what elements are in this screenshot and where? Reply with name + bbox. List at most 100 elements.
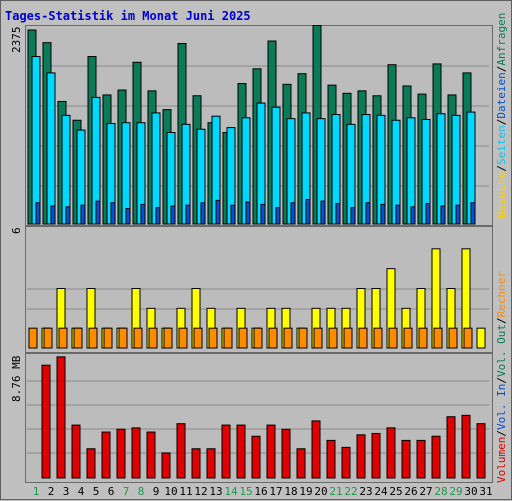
bar-rechner [463, 327, 473, 349]
bar-volumen [431, 435, 441, 479]
x-tick-label: 24 [374, 485, 388, 498]
bar-volumen [296, 448, 306, 479]
bar-seiten [140, 203, 146, 225]
bar-rechner [193, 327, 203, 349]
bar-besuche [476, 327, 486, 349]
bar-rechner [328, 327, 338, 349]
x-tick-label: 13 [209, 485, 223, 498]
bar-volumen [476, 423, 486, 479]
bar-dateien [46, 72, 56, 225]
bar-rechner [148, 327, 158, 349]
x-tick-label: 26 [404, 485, 418, 498]
bar-volumen [161, 452, 171, 479]
x-tick-label: 1 [32, 485, 40, 498]
bar-rechner [133, 327, 143, 349]
x-tick-label: 17 [269, 485, 283, 498]
bar-rechner [88, 327, 98, 349]
bar-seiten [365, 202, 371, 225]
x-tick-label: 5 [92, 485, 100, 498]
bar-volumen [401, 439, 411, 479]
x-tick-label: 30 [464, 485, 478, 498]
x-tick-label: 9 [152, 485, 160, 498]
bar-volumen [101, 431, 111, 479]
bar-volumen [236, 424, 246, 479]
bar-rechner [358, 327, 368, 349]
bar-volumen [281, 428, 291, 479]
bar-rechner [388, 327, 398, 349]
bar-rechner [73, 327, 83, 349]
x-tick-label: 16 [254, 485, 268, 498]
bar-volumen [146, 431, 156, 479]
bar-rechner [163, 327, 173, 349]
bar-seiten [65, 206, 71, 225]
bar-rechner [238, 327, 248, 349]
bar-rechner [373, 327, 383, 349]
bar-rechner [313, 327, 323, 349]
x-tick-label: 28 [434, 485, 448, 498]
x-tick-label: 15 [239, 485, 253, 498]
bar-volumen [266, 424, 276, 479]
x-tick-label: 10 [164, 485, 178, 498]
bar-volumen [386, 427, 396, 479]
bar-rechner [418, 327, 428, 349]
bar-volumen [341, 446, 351, 479]
x-tick-label: 8 [137, 485, 145, 498]
bar-volumen [416, 439, 426, 479]
x-tick-label: 20 [314, 485, 328, 498]
bar-seiten [455, 204, 461, 225]
bar-volumen [251, 435, 261, 479]
x-tick-label: 4 [77, 485, 85, 498]
bar-seiten [185, 204, 191, 225]
x-tick-label: 3 [62, 485, 70, 498]
bar-rechner [268, 327, 278, 349]
bar-rechner [43, 327, 53, 349]
bar-rechner [298, 327, 308, 349]
bar-volumen [176, 423, 186, 479]
bar-seiten [470, 202, 476, 225]
x-axis: 1 2 3 4 5 6 7 8 9 10 11 12 13 14 15 16 17 18 19 20 21 22 23 24 2… [25, 485, 495, 499]
bar-volumen [41, 364, 51, 479]
bar-seiten [305, 198, 311, 225]
bar-seiten [410, 206, 416, 225]
x-tick-label: 22 [344, 485, 358, 498]
bar-volumen [116, 428, 126, 479]
bar-volumen [71, 424, 81, 479]
bar-seiten [80, 204, 86, 225]
bar-volumen [311, 420, 321, 479]
bar-volumen [356, 434, 366, 479]
x-tick-label: 18 [284, 485, 298, 498]
bar-rechner [448, 327, 458, 349]
x-tick-label: 14 [224, 485, 238, 498]
bar-volumen [131, 427, 141, 479]
bar-rechner [118, 327, 128, 349]
bar-seiten [380, 203, 386, 225]
bar-rechner [178, 327, 188, 349]
bar-seiten [125, 207, 131, 225]
bar-volumen [206, 448, 216, 479]
bar-rechner [28, 327, 38, 349]
x-tick-label: 7 [122, 485, 130, 498]
bar-seiten [35, 202, 41, 225]
bar-rechner [208, 327, 218, 349]
bar-seiten [290, 202, 296, 225]
bar-rechner [343, 327, 353, 349]
x-tick-label: 25 [389, 485, 403, 498]
bar-seiten [155, 207, 161, 225]
x-tick-label: 6 [107, 485, 115, 498]
x-tick-label: 31 [479, 485, 493, 498]
bar-dateien [31, 56, 41, 225]
x-tick-label: 11 [179, 485, 193, 498]
x-tick-label: 19 [299, 485, 313, 498]
bar-seiten [95, 200, 101, 225]
x-tick-label: 29 [449, 485, 463, 498]
x-tick-label: 23 [359, 485, 373, 498]
bar-seiten [260, 203, 266, 225]
bar-seiten [245, 201, 251, 225]
bar-seiten [440, 205, 446, 225]
bar-seiten [320, 200, 326, 225]
bar-seiten [275, 207, 281, 225]
bar-rechner [58, 327, 68, 349]
bar-seiten [215, 199, 221, 225]
bar-dateien [271, 106, 281, 225]
